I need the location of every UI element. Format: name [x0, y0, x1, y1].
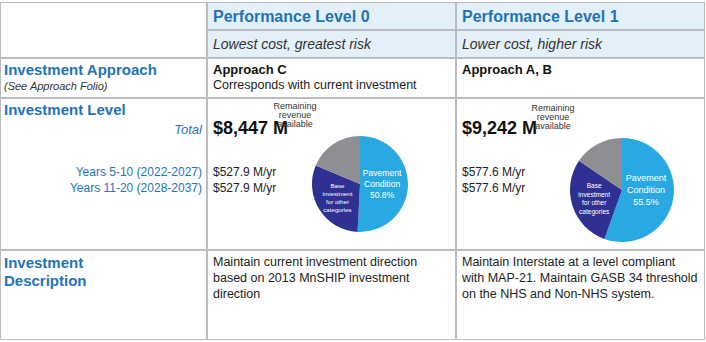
- html-text:Investment Level: Investment Level: [4, 101, 126, 118]
- html-text:Corresponds with current inves: Corresponds with current investment: [213, 78, 417, 92]
- svg-text:Baseinvestmentfor othercategor: Baseinvestmentfor othercategories: [578, 182, 610, 216]
- svg-text:Baseinvestmentfor othercategor: Baseinvestmentfor othercategories: [323, 182, 353, 213]
- html-text:$8,447 M: $8,447 M: [213, 118, 289, 138]
- html-text:Performance Level 0: Performance Level 0: [213, 8, 370, 25]
- html-text:$577.6 M/yr: $577.6 M/yr: [462, 181, 526, 195]
- html-text:Years 11-20 (2028-2037): Years 11-20 (2028-2037): [69, 181, 202, 195]
- html-text:Total: Total: [174, 122, 202, 137]
- html-text:Approach A, B: Approach A, B: [462, 62, 552, 77]
- html-text:Lowest cost, greatest risk: Lowest cost, greatest risk: [213, 36, 371, 52]
- html-text:Performance Level 1: Performance Level 1: [462, 8, 619, 25]
- html-text:available: available: [535, 121, 571, 131]
- html-text:$577.6 M/yr: $577.6 M/yr: [462, 165, 526, 179]
- html-text:revenue: revenue: [278, 110, 312, 120]
- html-text:Maintain current investment di: Maintain current investment direction ba…: [213, 255, 418, 301]
- html-text:Approach C: Approach C: [213, 62, 287, 77]
- html-text:$527.9 M/yr: $527.9 M/yr: [213, 181, 277, 195]
- html-text:$527.9 M/yr: $527.9 M/yr: [213, 165, 277, 179]
- svg-text:PavementCondition50.8%: PavementCondition50.8%: [363, 168, 402, 200]
- html-text:available: available: [277, 119, 313, 129]
- html-text:revenue: revenue: [536, 112, 570, 122]
- html-text:Years 5-10 (2022-2027): Years 5-10 (2022-2027): [75, 165, 202, 179]
- html-text:Remaining: Remaining: [531, 103, 575, 113]
- svg-text:PavementCondition55.5%: PavementCondition55.5%: [626, 173, 667, 206]
- html-text:Maintain Interstate at a level: Maintain Interstate at a level compliant…: [462, 255, 698, 301]
- html-text:(See Approach Folio): (See Approach Folio): [4, 80, 108, 92]
- html-text:Lower cost, higher risk: Lower cost, higher risk: [462, 36, 603, 52]
- html-text:Investment Approach: Investment Approach: [4, 61, 157, 78]
- html-text:$9,242 M: $9,242 M: [462, 118, 538, 138]
- html-text:Remaining: Remaining: [273, 101, 317, 111]
- html-text:Investment Description: Investment Description: [4, 254, 87, 289]
